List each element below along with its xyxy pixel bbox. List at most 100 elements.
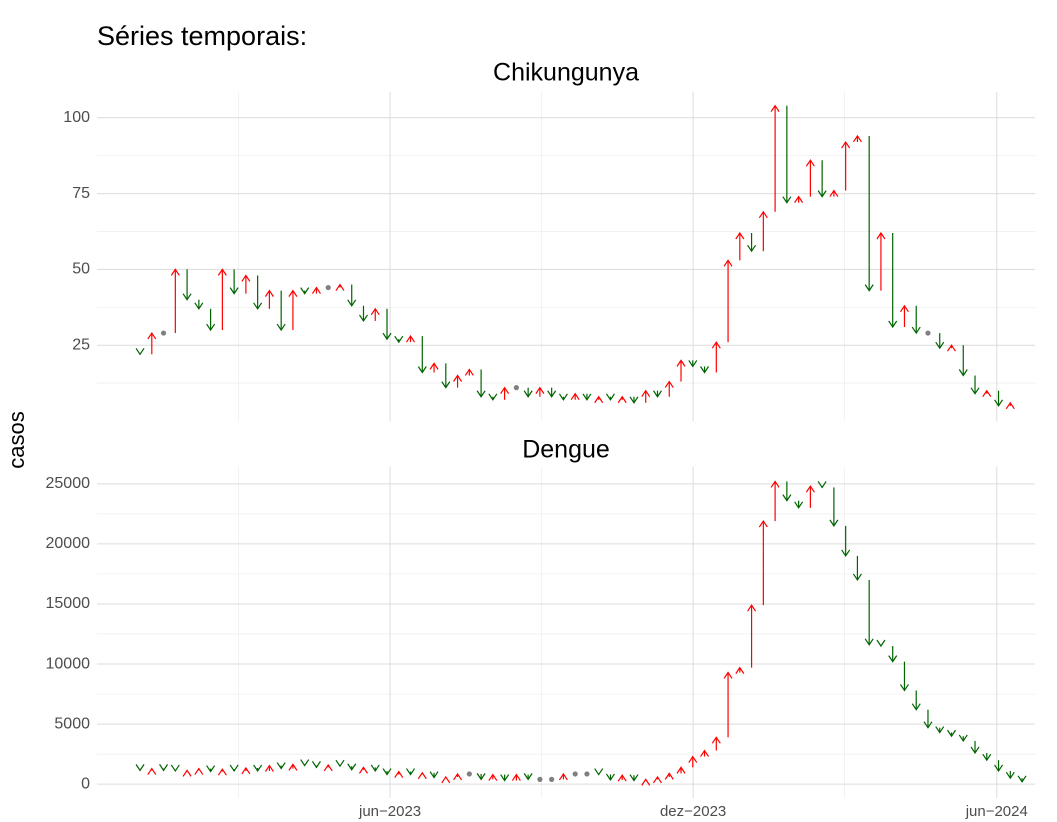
arrow-head bbox=[676, 359, 686, 367]
change-arrow bbox=[700, 749, 710, 757]
change-arrow bbox=[864, 579, 874, 646]
change-arrow bbox=[852, 555, 862, 582]
change-arrow bbox=[511, 773, 521, 781]
change-arrow bbox=[841, 140, 851, 191]
arrow-head bbox=[723, 259, 733, 267]
change-arrow bbox=[523, 387, 533, 398]
arrow-head bbox=[735, 666, 745, 674]
arrow-head bbox=[147, 331, 157, 340]
arrow-head bbox=[417, 366, 427, 374]
change-arrow bbox=[382, 308, 392, 341]
arrow-head bbox=[170, 764, 180, 773]
change-arrow bbox=[347, 284, 357, 307]
y-tick-label: 0 bbox=[81, 775, 90, 792]
change-arrow bbox=[370, 307, 380, 321]
change-arrow bbox=[958, 345, 968, 377]
arrow-head bbox=[641, 389, 651, 398]
change-arrow bbox=[170, 268, 180, 334]
arrow-head bbox=[147, 767, 157, 775]
change-arrow bbox=[805, 485, 815, 508]
arrow-head bbox=[417, 771, 427, 780]
arrow-head bbox=[947, 344, 957, 352]
arrow-head bbox=[805, 485, 815, 493]
arrow-head bbox=[864, 638, 874, 646]
change-arrow bbox=[747, 233, 757, 253]
arrow-head bbox=[676, 766, 686, 774]
arrow-head bbox=[570, 392, 580, 401]
arrow-head bbox=[958, 734, 968, 743]
arrow-head bbox=[582, 393, 592, 401]
arrow-head bbox=[605, 393, 615, 401]
change-arrow bbox=[229, 764, 239, 773]
change-arrow bbox=[888, 233, 898, 329]
arrow-head bbox=[182, 769, 192, 777]
change-arrow bbox=[970, 740, 980, 755]
arrow-head bbox=[852, 134, 862, 143]
arrow-head bbox=[817, 190, 827, 198]
change-arrow bbox=[641, 778, 651, 786]
change-arrow bbox=[770, 480, 780, 522]
change-arrow bbox=[382, 768, 392, 776]
arrow-head bbox=[229, 287, 239, 295]
arrow-head bbox=[335, 759, 345, 768]
arrow-head bbox=[794, 501, 804, 509]
change-arrow bbox=[594, 768, 604, 776]
arrow-head bbox=[311, 286, 321, 294]
panel: Chikungunya 25 50 75 100 bbox=[63, 59, 1035, 421]
change-arrow bbox=[194, 299, 204, 310]
change-arrow bbox=[264, 289, 274, 309]
x-tick-label: jun−2023 bbox=[358, 803, 421, 820]
arrow-head bbox=[747, 604, 757, 612]
x-tick-label: jun−2024 bbox=[965, 803, 1028, 820]
change-arrow bbox=[394, 335, 404, 344]
change-arrow bbox=[394, 770, 404, 778]
y-tick-label: 100 bbox=[63, 109, 90, 126]
change-arrow bbox=[982, 389, 992, 398]
change-arrow bbox=[676, 359, 686, 382]
change-arrow bbox=[629, 396, 639, 404]
arrow-head bbox=[217, 768, 227, 776]
arrow-head bbox=[406, 768, 416, 776]
arrow-head bbox=[970, 387, 980, 395]
arrow-head bbox=[253, 764, 263, 773]
arrow-head bbox=[700, 366, 710, 374]
change-arrow bbox=[229, 269, 239, 295]
arrow-head bbox=[758, 210, 768, 219]
change-arrow bbox=[406, 335, 416, 343]
change-arrow bbox=[758, 210, 768, 252]
change-arrow bbox=[441, 363, 451, 389]
arrow-head bbox=[711, 736, 721, 744]
arrow-head bbox=[652, 390, 662, 398]
change-arrow bbox=[711, 736, 721, 751]
panel: Dengue 0 5000 10000 15000 20000 25000 jun−2023 d… bbox=[46, 436, 1035, 820]
x-tick-label: dez−2023 bbox=[660, 803, 726, 820]
arrow-head bbox=[888, 655, 898, 663]
change-arrow bbox=[1017, 775, 1027, 783]
arrow-head bbox=[323, 763, 333, 772]
change-arrow bbox=[182, 269, 192, 301]
no-change-dot bbox=[513, 385, 519, 391]
change-arrow bbox=[970, 375, 980, 395]
arrow-head bbox=[523, 390, 533, 398]
change-arrow bbox=[711, 341, 721, 373]
arrow-head bbox=[394, 770, 404, 778]
arrow-head bbox=[135, 764, 145, 772]
change-arrow bbox=[358, 305, 368, 323]
change-arrow bbox=[488, 393, 498, 401]
arrow-head bbox=[194, 302, 204, 310]
arrow-head bbox=[1017, 775, 1027, 783]
change-arrow bbox=[888, 646, 898, 663]
change-arrow bbox=[323, 763, 333, 772]
change-arrow bbox=[994, 760, 1004, 773]
arrow-head bbox=[711, 341, 721, 349]
no-change-dot bbox=[325, 284, 331, 291]
change-arrow bbox=[217, 768, 227, 776]
arrow-head bbox=[476, 773, 486, 781]
change-arrow bbox=[770, 104, 780, 212]
change-arrow bbox=[558, 393, 568, 401]
arrow-head bbox=[770, 480, 780, 488]
change-arrow bbox=[982, 752, 992, 762]
change-arrow bbox=[358, 766, 368, 774]
arrow-head bbox=[594, 768, 604, 776]
